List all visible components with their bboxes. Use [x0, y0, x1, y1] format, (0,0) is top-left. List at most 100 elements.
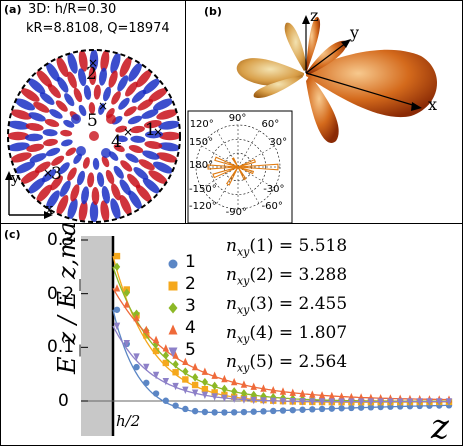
data-point-2 [191, 381, 199, 389]
field-lobe [49, 109, 63, 119]
field-lobe [152, 98, 174, 111]
data-point-1 [357, 404, 365, 411]
field-lobe [101, 155, 110, 168]
field-lobe [148, 87, 168, 102]
data-point-3 [182, 367, 189, 376]
axis-z-label: z [310, 6, 319, 25]
field-lobe [73, 153, 82, 164]
field-lobe [91, 186, 100, 205]
data-point-4 [143, 325, 150, 333]
point-label-2: 2 [86, 64, 97, 84]
data-point-5 [230, 395, 238, 403]
data-point-1 [191, 407, 199, 415]
data-point-4 [260, 384, 267, 392]
field-lobe [110, 52, 121, 74]
field-lobe [56, 56, 69, 78]
polar-lobe [237, 166, 247, 181]
field-lobe [20, 87, 40, 102]
data-point-4 [318, 391, 326, 399]
field-lobe [156, 152, 178, 163]
data-point-1 [230, 409, 238, 416]
data-point-1 [162, 397, 170, 404]
xyz-axes [302, 15, 422, 111]
data-point-5 [201, 391, 209, 400]
disk-boundary [7, 49, 181, 223]
field-lobe [33, 101, 50, 113]
field-lobe [56, 194, 69, 216]
field-lobe [98, 103, 106, 115]
field-lobe [8, 131, 29, 141]
point-marker-3: × [43, 166, 53, 180]
data-point-1 [182, 405, 189, 413]
field-lobe [119, 194, 132, 216]
field-lobe [36, 69, 53, 88]
data-point-5 [396, 398, 404, 406]
polar-lobe [207, 164, 239, 170]
panel-b: (b) [186, 0, 463, 224]
data-point-5 [338, 398, 345, 406]
panel-c-label: (c) [4, 228, 21, 241]
field-lobe [8, 142, 30, 152]
field-lobe [119, 56, 132, 78]
legend-label-5: 5 [185, 340, 196, 360]
data-point-4 [240, 380, 248, 388]
data-point-1 [279, 407, 287, 414]
field-lobe [57, 76, 69, 93]
data-point-2 [211, 389, 218, 396]
field-lobe [137, 99, 154, 111]
data-point-5 [377, 398, 384, 406]
point-marker-1: × [153, 125, 163, 139]
field-lobe [83, 85, 92, 100]
field-lobe [88, 67, 97, 86]
data-point-5 [416, 398, 423, 406]
data-point-5 [133, 353, 140, 361]
data-point-5 [162, 378, 170, 386]
field-lobe [130, 135, 146, 143]
data-point-1 [309, 406, 316, 413]
field-lobe [67, 167, 77, 181]
field-lobe [58, 162, 70, 175]
legend-marker-5 [168, 347, 178, 358]
field-lobe [92, 157, 100, 170]
data-point-1 [113, 306, 121, 313]
data-point-4 [250, 382, 257, 390]
polar-lobe [226, 166, 239, 186]
data-point-1 [289, 406, 296, 414]
field-lobe [89, 50, 99, 71]
polar-lobe [237, 158, 257, 168]
substrate-region [81, 236, 113, 436]
field-lobe [50, 175, 63, 191]
legend-marker-2 [168, 281, 178, 291]
data-point-4 [299, 389, 306, 397]
data-point-2 [172, 369, 179, 376]
field-lobe [81, 186, 90, 205]
data-point-5 [123, 339, 130, 348]
field-lobe [89, 201, 99, 222]
data-point-5 [426, 398, 433, 406]
data-point-2 [201, 385, 209, 393]
refractive-index-1: nxy(1) = 5.518 [226, 236, 348, 259]
field-lobe [113, 165, 124, 179]
field-lobe [14, 98, 36, 111]
data-point-3 [230, 387, 238, 396]
legend-label-1: 1 [185, 252, 196, 272]
point-marker-4: × [123, 125, 133, 139]
field-lobe [115, 125, 128, 133]
field-lobe [100, 200, 110, 222]
data-point-1 [377, 403, 384, 411]
field-lobe [110, 198, 121, 220]
point-marker-2: × [88, 56, 98, 70]
field-lobe [27, 78, 46, 95]
field-lobe [138, 159, 155, 171]
field-lobe [117, 75, 129, 92]
field-lobe [78, 50, 88, 72]
data-point-3 [211, 381, 218, 391]
field-lobe [82, 157, 90, 169]
field-lobe [119, 179, 131, 196]
polar-tick-label: -30° [263, 183, 285, 195]
field-lobe [152, 161, 174, 174]
axis-y-label: y [11, 169, 20, 187]
field-lobe [10, 152, 32, 163]
field-lobe [67, 52, 78, 74]
polar-tick-label: -150° [189, 183, 217, 195]
